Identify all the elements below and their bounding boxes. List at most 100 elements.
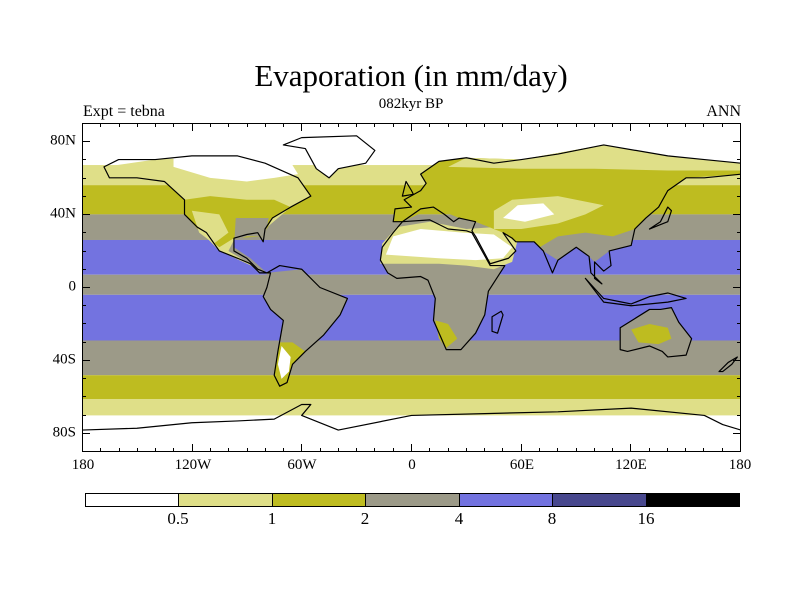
colorbar-box <box>272 494 367 506</box>
x-tick-label: 60W <box>287 457 317 473</box>
x-tick <box>191 444 193 452</box>
field-central-asia-white <box>503 203 555 222</box>
x-tick-label: 180 <box>728 457 752 473</box>
y-tick-label: 40N <box>50 205 76 222</box>
land-fields <box>103 135 741 387</box>
y-tick <box>82 195 86 197</box>
colorbar-label: 8 <box>547 509 557 528</box>
x-tick <box>685 448 687 452</box>
x-tick <box>648 123 650 127</box>
x-tick <box>392 123 394 127</box>
x-tick-label: 60E <box>509 457 535 473</box>
field-greenland <box>283 135 375 178</box>
x-tick <box>630 123 632 131</box>
y-tick <box>737 123 741 124</box>
x-tick <box>118 448 120 452</box>
colorbar <box>85 493 740 507</box>
field-canada-white <box>173 150 299 182</box>
x-tick <box>118 123 120 127</box>
x-tick <box>264 448 266 452</box>
x-tick <box>283 448 285 452</box>
x-tick <box>648 448 650 452</box>
x-tick <box>155 448 157 452</box>
ocean-band <box>82 375 741 399</box>
field-australia-interior <box>631 324 672 345</box>
field-sahara-white <box>385 229 513 261</box>
x-tick <box>502 123 504 127</box>
x-tick <box>740 444 741 452</box>
season-label: ANN <box>706 103 741 120</box>
coast-indonesia <box>585 278 686 305</box>
x-tick <box>411 444 412 452</box>
x-tick <box>392 448 394 452</box>
x-tick <box>612 448 614 452</box>
y-tick-label: 40S <box>52 351 76 368</box>
colorbar-box <box>459 494 554 506</box>
colorbar-box <box>553 494 647 506</box>
y-tick <box>82 396 86 398</box>
field-patagonia-white <box>277 345 291 379</box>
y-tick <box>733 141 741 143</box>
x-tick <box>155 123 157 127</box>
y-tick <box>82 305 86 307</box>
y-tick <box>737 159 741 161</box>
y-tick <box>82 177 86 179</box>
colorbar-label: 4 <box>454 509 464 528</box>
x-tick <box>411 123 412 131</box>
colorbar-box <box>179 494 273 506</box>
colorbar-label: 1 <box>267 509 277 528</box>
x-tick <box>484 448 486 452</box>
x-tick <box>209 448 211 452</box>
x-tick <box>283 123 285 127</box>
y-tick <box>733 287 741 288</box>
x-tick <box>429 448 431 452</box>
x-tick <box>447 123 449 127</box>
coast-north-america <box>104 156 311 273</box>
x-tick <box>666 123 668 127</box>
x-tick <box>520 444 522 452</box>
coast-africa <box>380 220 504 350</box>
coast-eurasia <box>393 145 741 284</box>
x-tick <box>703 448 705 452</box>
x-tick <box>703 123 705 127</box>
x-tick <box>685 123 687 127</box>
x-tick <box>484 123 486 127</box>
coast-greenland <box>283 136 375 178</box>
x-tick <box>356 448 358 452</box>
x-tick <box>630 444 632 452</box>
x-tick <box>666 448 668 452</box>
y-tick <box>82 159 86 161</box>
x-tick <box>557 123 559 127</box>
x-tick <box>337 448 339 452</box>
x-tick <box>100 123 102 127</box>
x-tick <box>374 123 376 127</box>
ocean-band <box>82 274 741 295</box>
y-tick <box>737 232 741 234</box>
x-tick <box>173 448 175 452</box>
x-tick <box>100 448 102 452</box>
coast-uk <box>402 181 413 196</box>
y-tick <box>737 268 741 270</box>
x-tick <box>337 123 339 127</box>
x-tick <box>557 448 559 452</box>
y-tick <box>82 141 90 143</box>
colorbar-box <box>646 494 739 506</box>
map-frame <box>82 123 741 452</box>
y-tick <box>737 323 741 325</box>
field-se-us-gray <box>228 218 269 273</box>
experiment-label: Expt = tebna <box>83 103 165 120</box>
y-tick <box>737 341 741 343</box>
x-tick <box>82 123 83 131</box>
x-tick <box>538 448 540 452</box>
coast-madagascar <box>492 311 503 333</box>
field-siberia <box>448 144 741 171</box>
x-tick <box>538 123 540 127</box>
x-tick <box>209 123 211 127</box>
x-tick <box>356 123 358 127</box>
y-tick <box>82 359 90 361</box>
x-tick <box>575 448 577 452</box>
x-tick <box>721 448 723 452</box>
field-southwest-us <box>191 210 229 244</box>
y-tick <box>82 232 86 234</box>
